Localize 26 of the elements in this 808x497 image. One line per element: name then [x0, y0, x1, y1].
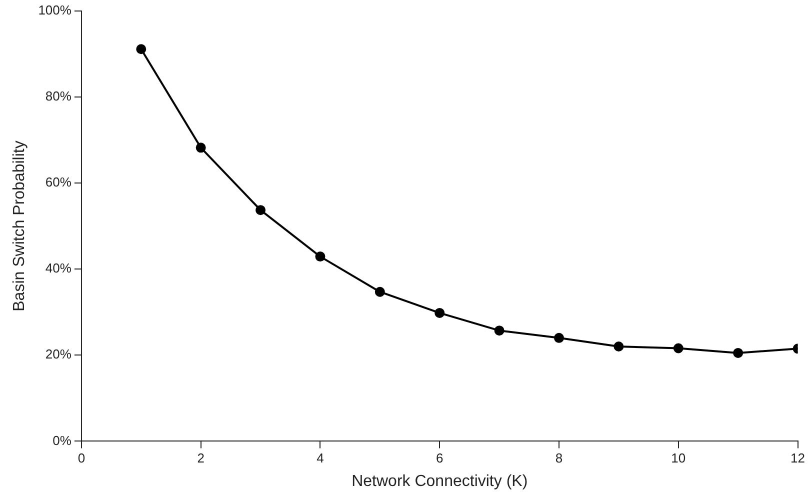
point	[315, 252, 326, 262]
y-tick-label: 100%	[38, 2, 72, 18]
point	[434, 308, 445, 318]
y-tick-label: 0%	[52, 432, 72, 448]
point	[494, 326, 504, 336]
point	[374, 286, 385, 297]
x-tick-label: 2	[197, 450, 204, 466]
y-tick-label: 60%	[45, 174, 72, 190]
point	[733, 348, 744, 358]
point	[136, 44, 146, 54]
point	[256, 205, 266, 216]
x-tick-label: 8	[555, 450, 563, 466]
y-tick-label: 40%	[45, 260, 72, 276]
y-tick-label: 20%	[45, 346, 72, 362]
x-tick-label: 12	[790, 450, 806, 466]
y-tick-label: 80%	[45, 88, 72, 104]
point	[196, 142, 206, 153]
point	[554, 332, 564, 343]
point	[673, 343, 684, 354]
x-axis-title: Network Connectivity (K)	[352, 472, 528, 490]
point	[614, 342, 624, 352]
x-tick-label: 10	[671, 450, 686, 466]
y-axis-title: Basin Switch Probability	[11, 140, 28, 312]
x-tick-label: 0	[78, 450, 86, 466]
x-tick-label: 6	[436, 450, 444, 466]
x-tick-label: 4	[316, 450, 324, 466]
